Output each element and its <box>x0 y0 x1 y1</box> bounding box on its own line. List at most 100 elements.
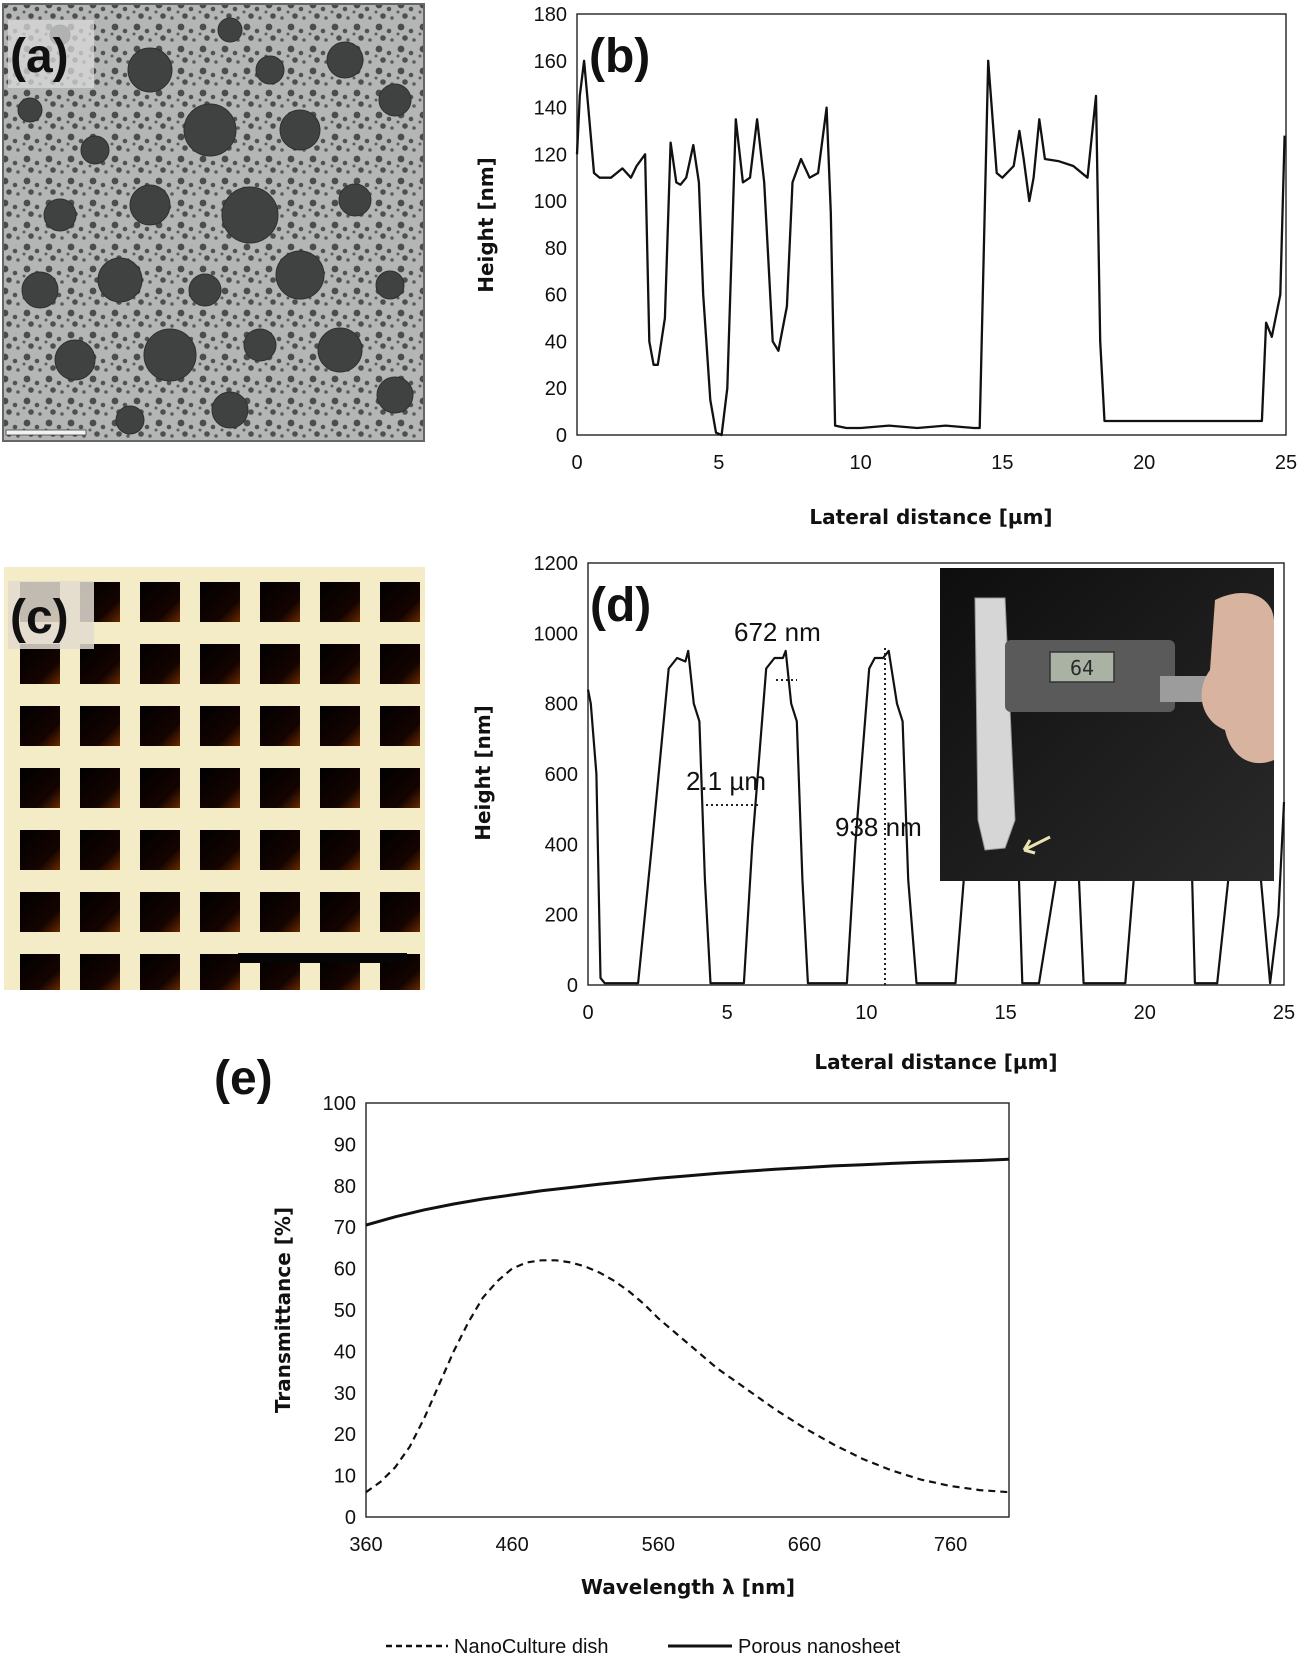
y-tick-label: 0 <box>345 1507 356 1529</box>
well <box>80 644 120 684</box>
x-tick-label: 10 <box>849 452 871 474</box>
well <box>20 892 60 932</box>
pore <box>317 327 363 373</box>
pore <box>54 339 96 381</box>
panel-e: 0 10 20 30 40 50 60 70 80 90 100 360 460 560 660 760 T… <box>214 1052 1010 1658</box>
well <box>380 582 420 622</box>
x-tick-label: 760 <box>934 1534 967 1556</box>
well <box>20 644 60 684</box>
well <box>80 768 120 808</box>
pore <box>97 257 143 303</box>
y-tick-label: 90 <box>334 1134 356 1156</box>
pore <box>17 97 43 123</box>
x-tick-label: 460 <box>495 1534 528 1556</box>
height-profile-line <box>586 649 1286 985</box>
well <box>20 768 60 808</box>
x-tick-label: 560 <box>642 1534 675 1556</box>
well <box>200 706 240 746</box>
well <box>80 706 120 746</box>
x-tick-labels: 0 5 10 15 20 25 <box>571 452 1297 474</box>
y-tick-labels: 0 10 20 30 40 50 60 70 80 90 100 <box>323 1093 356 1529</box>
well <box>380 644 420 684</box>
well <box>260 830 300 870</box>
pore <box>43 198 77 232</box>
y-tick-label: 200 <box>545 905 578 927</box>
legend-label-nanoculture-dish: NanoCulture dish <box>454 1636 609 1658</box>
pore <box>127 47 173 93</box>
pore <box>326 41 364 79</box>
well <box>20 830 60 870</box>
pore <box>143 328 197 382</box>
annotation-2-1um: 2.1 µm <box>686 766 766 796</box>
pore <box>275 250 325 300</box>
y-tick-label: 80 <box>334 1176 356 1198</box>
well <box>80 830 120 870</box>
pore <box>255 55 285 85</box>
x-tick-label: 0 <box>571 452 582 474</box>
y-tick-label: 160 <box>534 51 567 73</box>
well <box>260 644 300 684</box>
y-tick-labels: 0 20 40 60 80 100 120 140 160 180 <box>534 4 567 447</box>
y-tick-label: 60 <box>334 1259 356 1281</box>
y-tick-label: 20 <box>334 1424 356 1446</box>
y-tick-label: 800 <box>545 694 578 716</box>
y-tick-label: 120 <box>534 144 567 166</box>
panel-b: 0 20 40 60 80 100 120 140 160 180 0 5 10 15 20 25 Heig… <box>474 4 1297 529</box>
pore <box>21 271 59 309</box>
panel-d: 0 200 400 600 800 1000 1200 0 5 10 15 20 25 64 672 … <box>471 553 1295 1074</box>
panel-letter-bg <box>8 581 94 649</box>
well <box>320 892 360 932</box>
inset-photo: 64 <box>940 568 1274 881</box>
panel-letter-e: (e) <box>214 1052 273 1105</box>
pore <box>129 184 171 226</box>
series-nanoculture-dish-line <box>365 1259 1010 1494</box>
x-axis-title: Lateral distance [µm] <box>809 505 1052 529</box>
scale-bar <box>238 953 407 963</box>
well <box>140 582 180 622</box>
x-tick-label: 0 <box>582 1002 593 1024</box>
well <box>80 892 120 932</box>
square-wells <box>20 582 420 990</box>
caliper-display <box>1049 651 1115 683</box>
well <box>200 644 240 684</box>
y-tick-label: 80 <box>545 238 567 260</box>
well <box>320 706 360 746</box>
pore <box>375 270 405 300</box>
well <box>380 706 420 746</box>
pore <box>378 83 412 117</box>
well <box>320 768 360 808</box>
x-tick-label: 5 <box>713 452 724 474</box>
large-pores <box>17 17 414 435</box>
well <box>260 768 300 808</box>
y-tick-label: 60 <box>545 285 567 307</box>
well <box>140 644 180 684</box>
y-tick-label: 10 <box>334 1466 356 1488</box>
panel-letter-a: (a) <box>10 30 69 83</box>
legend: NanoCulture dish Porous nanosheet <box>386 1636 901 1658</box>
panel-letter-d: (d) <box>590 579 651 632</box>
plot-frame <box>587 562 1285 986</box>
x-tick-label: 25 <box>1275 452 1297 474</box>
x-tick-label: 20 <box>1133 452 1155 474</box>
well <box>260 582 300 622</box>
pore <box>115 405 145 435</box>
pore <box>211 391 249 429</box>
x-axis-title: Lateral distance [µm] <box>814 1050 1057 1074</box>
plot-frame <box>576 13 1287 436</box>
y-tick-label: 50 <box>334 1300 356 1322</box>
y-tick-label: 100 <box>534 191 567 213</box>
panel-a: (a) <box>2 3 425 442</box>
legend-label-porous-nanosheet: Porous nanosheet <box>738 1636 901 1658</box>
y-tick-label: 1000 <box>534 623 579 645</box>
plot-frame <box>365 1102 1010 1518</box>
x-tick-label: 10 <box>855 1002 877 1024</box>
y-tick-labels: 0 200 400 600 800 1000 1200 <box>534 553 579 997</box>
panel-letter-bg <box>8 20 94 88</box>
pore <box>279 109 321 151</box>
height-profile-line <box>575 59 1286 437</box>
well <box>320 582 360 622</box>
x-tick-label: 15 <box>994 1002 1016 1024</box>
well <box>260 892 300 932</box>
well <box>140 830 180 870</box>
